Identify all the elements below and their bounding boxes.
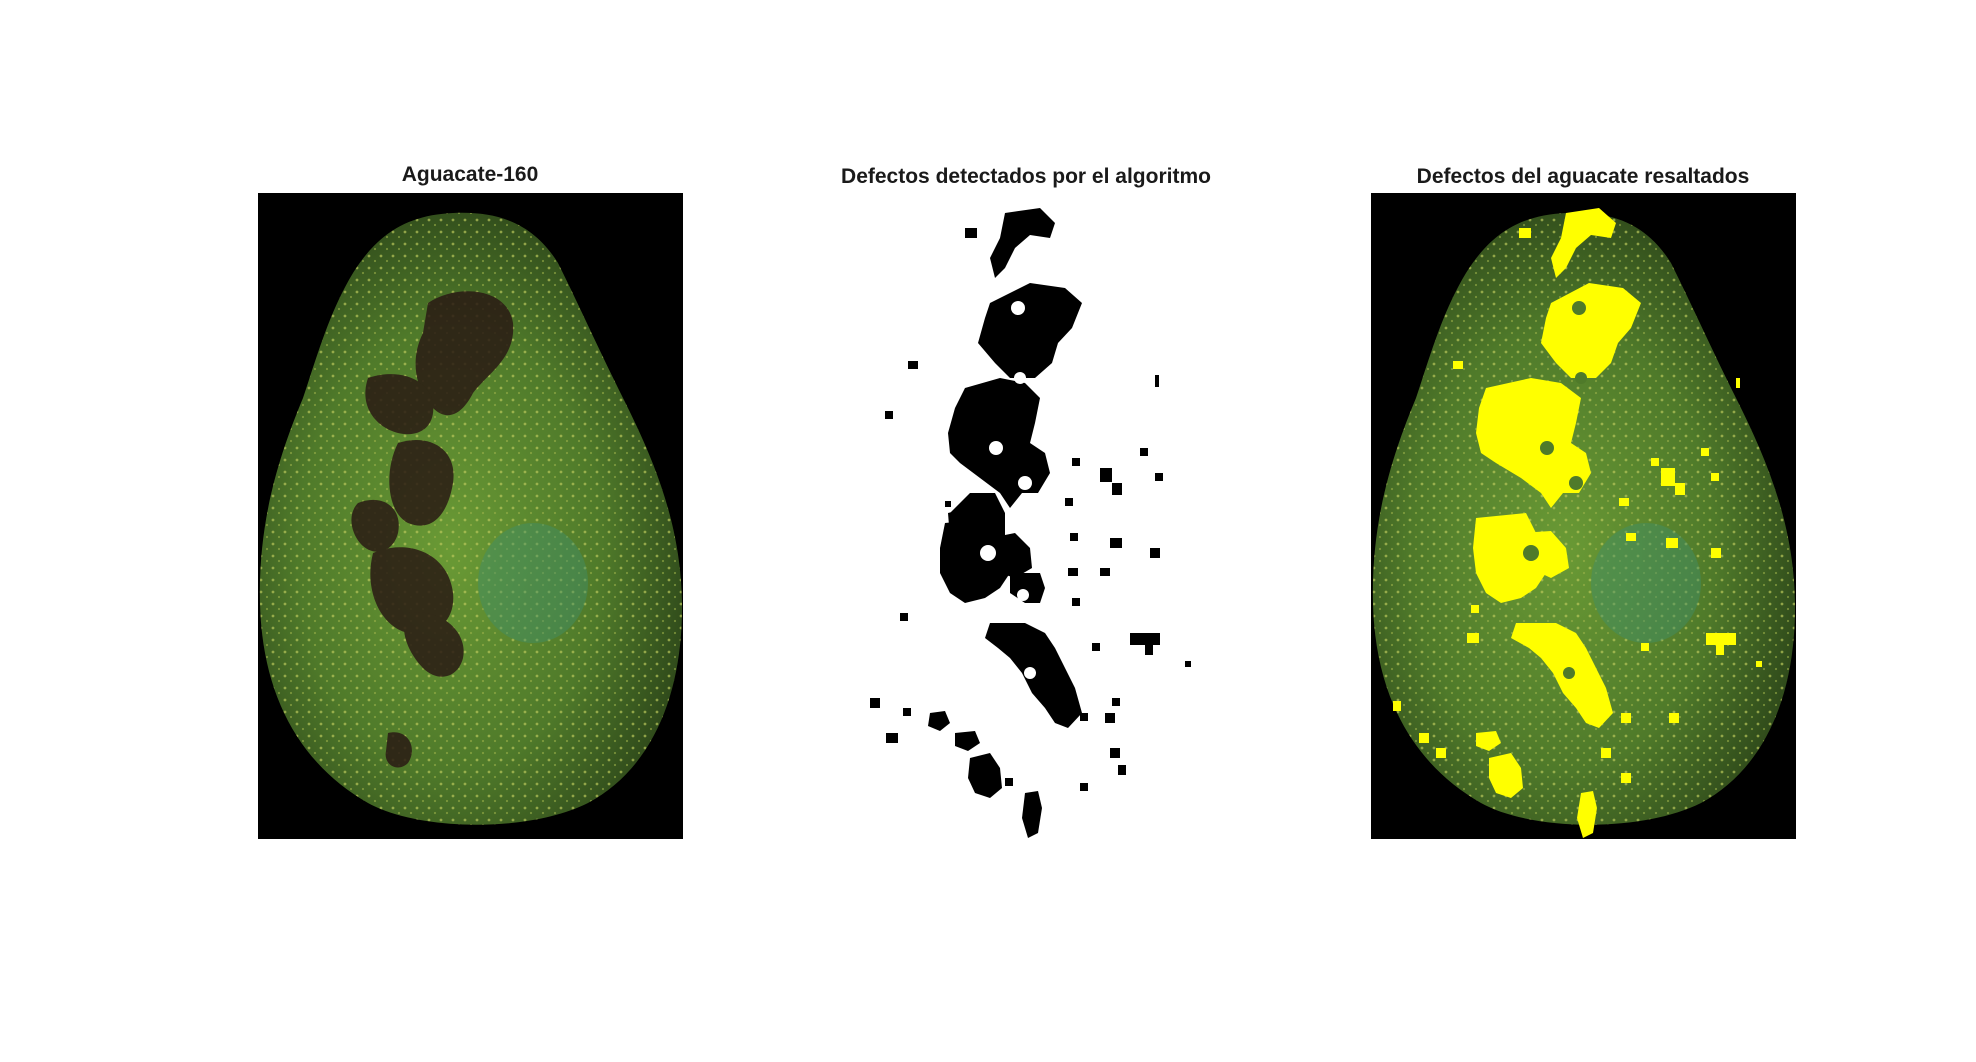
avocado-photo-svg — [258, 193, 683, 839]
bright-skin-reflection — [478, 523, 588, 643]
highlighted-defect-regions — [1393, 208, 1762, 838]
mask-background — [800, 193, 1230, 839]
avocado-texture — [259, 212, 683, 825]
defect-mask-svg — [800, 193, 1230, 839]
avocado-photo — [258, 193, 683, 839]
dark-defect-patches — [351, 291, 514, 768]
avocado-texture — [1372, 212, 1796, 825]
bright-skin-reflection — [1591, 523, 1701, 643]
panel-title-highlighted: Defectos del aguacate resaltados — [1416, 165, 1750, 188]
mask-holes — [980, 301, 1036, 679]
avocado-photo-with-highlighted-defects — [1371, 193, 1796, 839]
panel-title-mask: Defectos detectados por el algoritmo — [841, 165, 1211, 188]
binary-defect-mask — [800, 193, 1230, 839]
highlighted-photo-svg — [1371, 193, 1796, 839]
highlight-holes — [1523, 301, 1587, 679]
panel-title-original: Aguacate-160 — [401, 163, 539, 186]
